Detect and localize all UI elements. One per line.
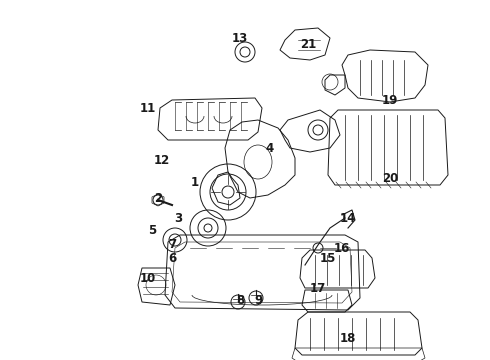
Text: 3: 3: [174, 211, 182, 225]
Text: 2: 2: [154, 192, 162, 204]
Text: 11: 11: [140, 102, 156, 114]
Text: 10: 10: [140, 271, 156, 284]
Text: 13: 13: [232, 31, 248, 45]
Text: 9: 9: [254, 293, 262, 306]
Text: 16: 16: [334, 242, 350, 255]
Text: 18: 18: [340, 332, 356, 345]
Text: 19: 19: [382, 94, 398, 107]
Text: 1: 1: [191, 176, 199, 189]
Text: 15: 15: [320, 252, 336, 265]
Text: 5: 5: [148, 224, 156, 237]
Text: 8: 8: [236, 293, 244, 306]
Text: 14: 14: [340, 211, 356, 225]
Text: 6: 6: [168, 252, 176, 265]
Text: 12: 12: [154, 153, 170, 166]
Text: 21: 21: [300, 39, 316, 51]
Text: 7: 7: [168, 238, 176, 252]
Text: 4: 4: [266, 141, 274, 154]
Text: 17: 17: [310, 282, 326, 294]
Text: 20: 20: [382, 171, 398, 184]
